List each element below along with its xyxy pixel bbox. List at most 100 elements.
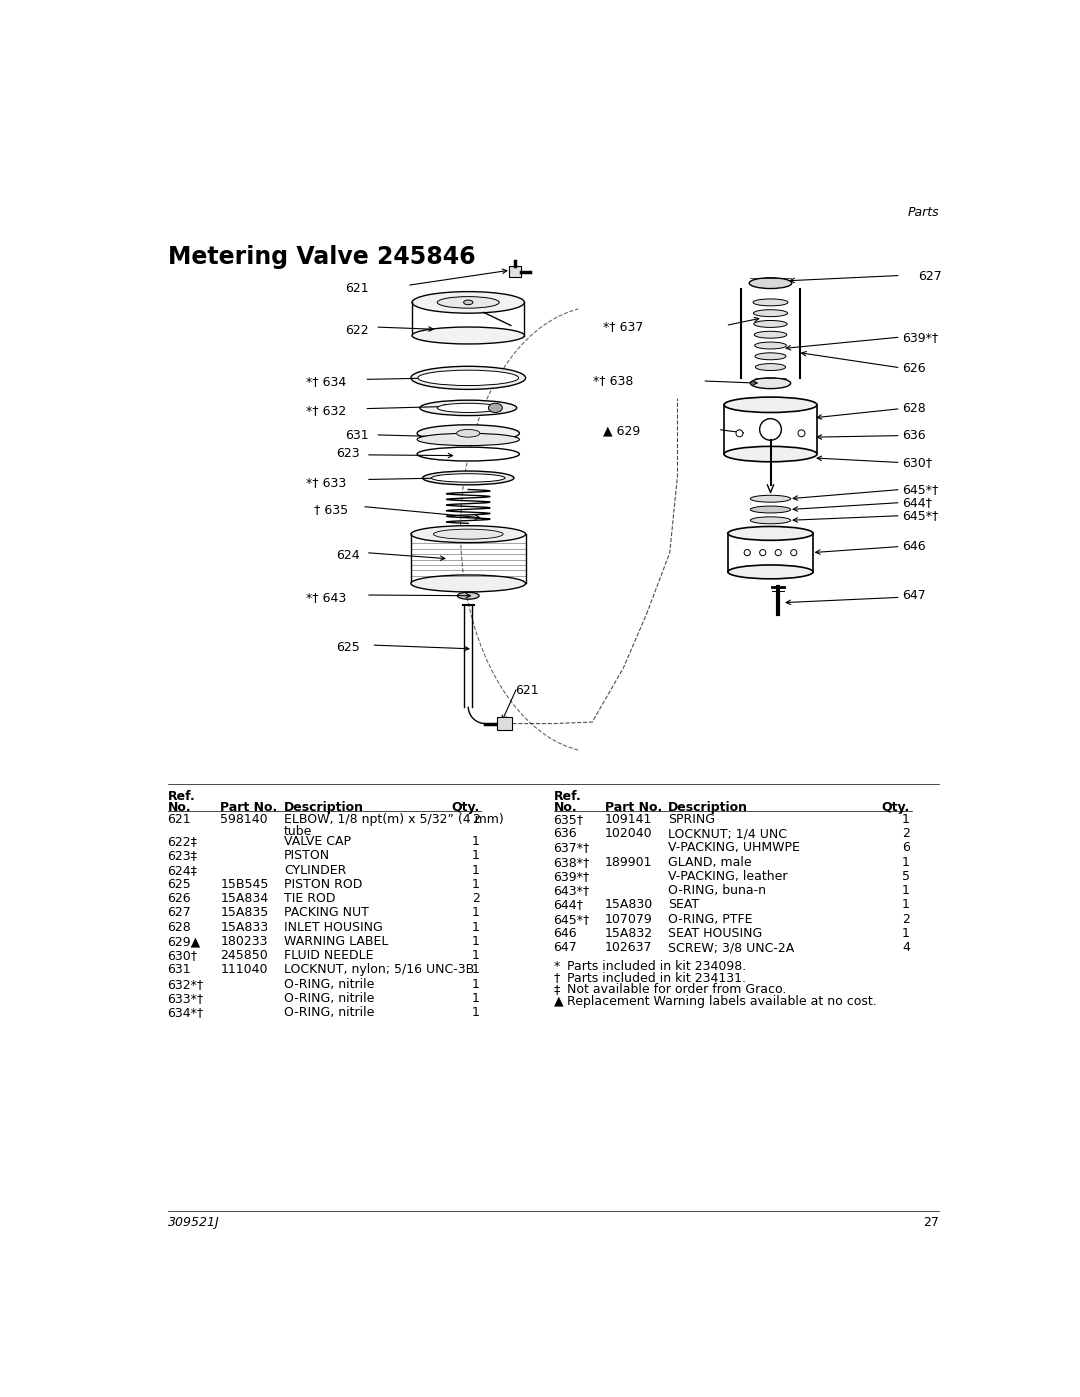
Ellipse shape (433, 529, 503, 539)
Text: 638*†: 638*† (554, 855, 590, 869)
Text: No.: No. (554, 800, 577, 813)
Text: 2: 2 (472, 813, 480, 826)
Text: INLET HOUSING: INLET HOUSING (284, 921, 382, 933)
Ellipse shape (759, 549, 766, 556)
Text: SPRING: SPRING (669, 813, 715, 826)
Text: 2: 2 (902, 827, 910, 840)
Text: *: * (554, 960, 559, 972)
Text: tube: tube (284, 824, 312, 838)
Text: 1: 1 (472, 849, 480, 862)
Text: 1: 1 (472, 877, 480, 891)
Text: 4: 4 (902, 942, 910, 954)
Ellipse shape (724, 397, 816, 412)
Ellipse shape (458, 592, 480, 599)
Text: 245850: 245850 (220, 949, 268, 963)
Text: O-RING, PTFE: O-RING, PTFE (669, 912, 753, 926)
Ellipse shape (728, 527, 813, 541)
Text: SEAT HOUSING: SEAT HOUSING (669, 926, 762, 940)
Text: *† 633: *† 633 (306, 475, 346, 489)
Text: 626: 626 (167, 893, 191, 905)
Text: Part No.: Part No. (220, 800, 278, 813)
Text: †: † (554, 971, 559, 985)
Text: 634*†: 634*† (167, 1006, 204, 1020)
Text: GLAND, male: GLAND, male (669, 855, 752, 869)
Text: 621: 621 (515, 683, 538, 697)
Text: 15B545: 15B545 (220, 877, 269, 891)
Text: 15A835: 15A835 (220, 907, 269, 919)
Text: Ref.: Ref. (167, 789, 195, 803)
Ellipse shape (728, 564, 813, 578)
Ellipse shape (754, 331, 786, 338)
Text: LOCKNUT; 1/4 UNC: LOCKNUT; 1/4 UNC (669, 827, 787, 840)
Text: 180233: 180233 (220, 935, 268, 949)
Text: 1: 1 (472, 978, 480, 990)
Text: 622: 622 (345, 324, 368, 337)
Text: 636: 636 (554, 827, 577, 840)
Ellipse shape (431, 474, 505, 482)
Ellipse shape (751, 496, 791, 502)
Text: 647: 647 (902, 588, 926, 602)
Text: 1: 1 (902, 926, 910, 940)
Ellipse shape (457, 429, 480, 437)
Text: 27: 27 (923, 1217, 940, 1229)
Text: TIE ROD: TIE ROD (284, 893, 335, 905)
Text: Parts included in kit 234131.: Parts included in kit 234131. (567, 971, 746, 985)
Text: CYLINDER: CYLINDER (284, 863, 347, 877)
Text: *† 632: *† 632 (306, 404, 346, 418)
Text: Part No.: Part No. (605, 800, 662, 813)
Ellipse shape (724, 447, 816, 462)
Text: 1: 1 (472, 921, 480, 933)
Text: 631: 631 (345, 429, 368, 443)
Text: 625: 625 (167, 877, 191, 891)
Text: LOCKNUT, nylon; 5/16 UNC-3B: LOCKNUT, nylon; 5/16 UNC-3B (284, 964, 474, 977)
Text: 1: 1 (902, 884, 910, 897)
Text: 627: 627 (918, 270, 942, 284)
Text: † 635: † 635 (314, 503, 348, 515)
Text: Description: Description (284, 800, 364, 813)
Text: 644†: 644† (902, 496, 932, 510)
Text: 1: 1 (472, 863, 480, 877)
Text: 622‡: 622‡ (167, 835, 198, 848)
Text: V-PACKING, UHMWPE: V-PACKING, UHMWPE (669, 841, 800, 855)
Text: 15A830: 15A830 (605, 898, 653, 911)
Text: 621: 621 (345, 282, 368, 295)
Text: *† 638: *† 638 (593, 374, 633, 387)
Text: Ref.: Ref. (554, 789, 581, 803)
Ellipse shape (755, 363, 785, 370)
Text: PISTON: PISTON (284, 849, 329, 862)
Text: *† 637: *† 637 (603, 320, 644, 332)
Text: ELBOW, 1/8 npt(m) x 5/32” (4 mm): ELBOW, 1/8 npt(m) x 5/32” (4 mm) (284, 813, 503, 826)
Text: 1: 1 (472, 964, 480, 977)
Ellipse shape (755, 342, 786, 349)
Text: 1: 1 (472, 949, 480, 963)
Ellipse shape (420, 400, 516, 415)
Text: 645*†: 645*† (902, 483, 939, 496)
Ellipse shape (410, 576, 526, 592)
Text: 102637: 102637 (605, 942, 652, 954)
Text: 637*†: 637*† (554, 841, 590, 855)
Ellipse shape (791, 549, 797, 556)
Text: 644†: 644† (554, 898, 583, 911)
Text: 633*†: 633*† (167, 992, 204, 1004)
Text: ▲ 629: ▲ 629 (603, 425, 640, 437)
Text: 1: 1 (472, 935, 480, 949)
Text: 1: 1 (472, 907, 480, 919)
Text: Qty.: Qty. (451, 800, 480, 813)
Text: 632*†: 632*† (167, 978, 204, 990)
Bar (509, 267, 521, 277)
Text: Replacement Warning labels available at no cost.: Replacement Warning labels available at … (567, 995, 877, 1007)
Text: 107079: 107079 (605, 912, 652, 926)
Text: 646: 646 (554, 926, 577, 940)
Text: 1: 1 (472, 835, 480, 848)
Text: 630†: 630† (167, 949, 198, 963)
Text: 598140: 598140 (220, 813, 268, 826)
Text: 1: 1 (472, 1006, 480, 1020)
Text: O-RING, nitrile: O-RING, nitrile (284, 1006, 374, 1020)
Ellipse shape (754, 320, 787, 327)
Ellipse shape (463, 300, 473, 305)
Text: 189901: 189901 (605, 855, 652, 869)
Text: 15A833: 15A833 (220, 921, 268, 933)
Ellipse shape (410, 366, 526, 390)
Ellipse shape (751, 517, 791, 524)
Text: Parts: Parts (908, 207, 940, 219)
